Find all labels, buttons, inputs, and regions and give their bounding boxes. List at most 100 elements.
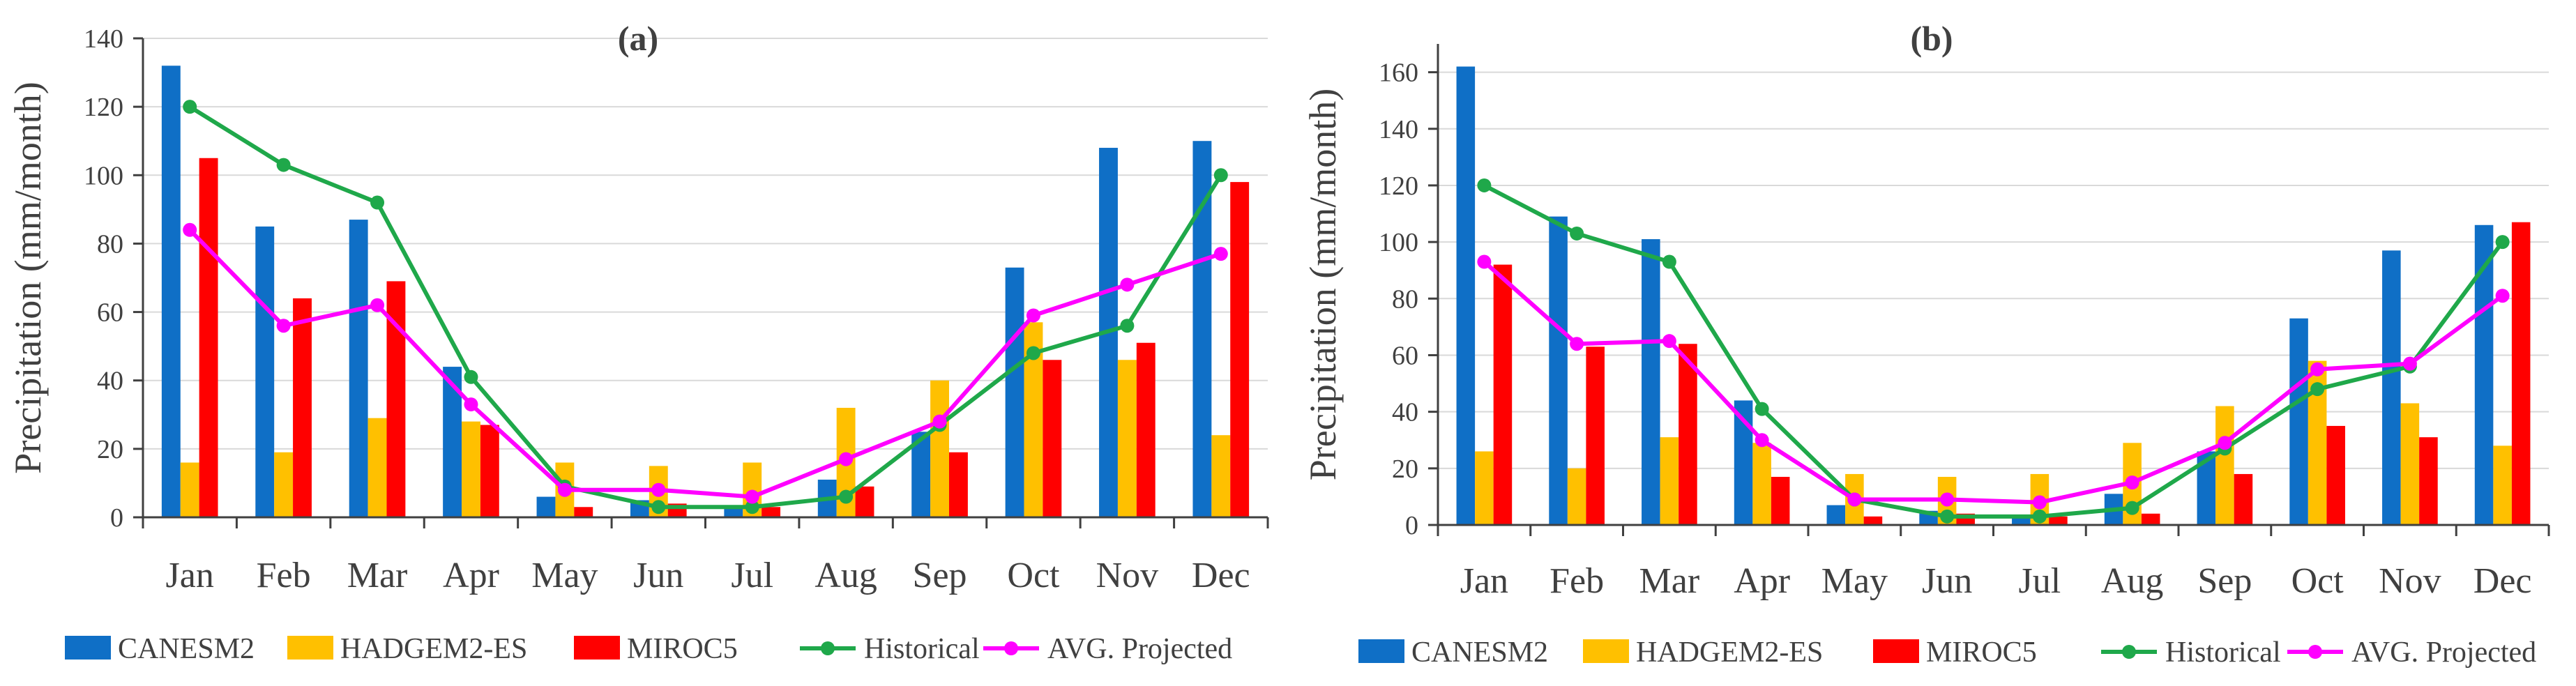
- bar-canesm2-jan: [1456, 66, 1476, 526]
- marker-historical-dec: [2495, 235, 2510, 250]
- x-tick-label: Sep: [2197, 561, 2252, 601]
- bar-miroc5-aug: [2141, 513, 2160, 525]
- x-tick-label: Dec: [1192, 556, 1250, 595]
- bar-canesm2-may: [1826, 505, 1846, 525]
- y-tick-label: 20: [1392, 455, 1418, 484]
- bar-hadgem2-es-sep: [2215, 406, 2234, 525]
- x-tick-label: Mar: [347, 556, 408, 595]
- bar-miroc5-mar: [1679, 344, 1697, 525]
- legend-marker: [821, 641, 835, 655]
- legend-label: CANESM2: [118, 633, 255, 665]
- legend-label: MIROC5: [627, 633, 738, 665]
- bar-hadgem2-es-sep: [930, 380, 949, 517]
- line-historical: [188, 105, 1223, 510]
- y-tick-label: 0: [110, 503, 123, 533]
- bar-canesm2-mar: [1642, 239, 1660, 525]
- marker-historical-mar: [370, 195, 385, 210]
- y-tick-label: 140: [84, 24, 123, 54]
- bar-miroc5-nov: [1136, 342, 1156, 517]
- legend-swatch: [1358, 639, 1404, 663]
- x-tick-label: Jun: [1922, 561, 1972, 601]
- x-tick-label: Jul: [731, 556, 773, 595]
- marker-avg-projected-nov: [2402, 356, 2417, 371]
- marker-avg-projected-may: [557, 482, 572, 497]
- x-tick-label: Jan: [1460, 561, 1508, 601]
- marker-avg-projected-jul: [2032, 495, 2047, 510]
- marker-avg-projected-oct: [1026, 308, 1040, 323]
- y-tick-label: 80: [97, 229, 123, 259]
- marker-avg-projected-jan: [1477, 254, 1492, 269]
- bar-hadgem2-es-feb: [1567, 468, 1586, 525]
- y-tick-label: 60: [1392, 341, 1418, 370]
- x-tick-label: May: [1821, 561, 1888, 601]
- y-tick-label: 100: [1379, 228, 1418, 257]
- y-tick-label: 140: [1379, 115, 1418, 144]
- bar-miroc5-sep: [2234, 473, 2253, 525]
- marker-avg-projected-dec: [2495, 289, 2510, 303]
- legend-label: AVG. Projected: [2351, 637, 2536, 669]
- marker-avg-projected-dec: [1213, 247, 1228, 261]
- legend-label: HADGEM2-ES: [1636, 637, 1823, 669]
- bar-canesm2-jan: [161, 66, 181, 517]
- marker-historical-jul: [2032, 509, 2047, 524]
- y-tick-label: 120: [84, 93, 123, 122]
- line-avg-projected: [188, 228, 1222, 499]
- x-tick-label: Nov: [1096, 556, 1159, 595]
- marker-avg-projected-sep: [2218, 436, 2232, 450]
- marker-avg-projected-jun: [1940, 492, 1955, 507]
- line-historical: [1483, 183, 2505, 519]
- marker-avg-projected-jan: [183, 222, 197, 237]
- legend-marker: [2122, 645, 2136, 659]
- marker-avg-projected-aug: [2125, 475, 2139, 490]
- bar-hadgem2-es-nov: [1117, 360, 1137, 517]
- marker-avg-projected-feb: [1570, 337, 1584, 351]
- bar-miroc5-feb: [1586, 346, 1605, 525]
- y-tick-label: 100: [84, 161, 123, 190]
- marker-avg-projected-feb: [276, 319, 291, 333]
- x-tick-label: Mar: [1639, 561, 1700, 601]
- x-tick-label: Apr: [1734, 561, 1790, 601]
- marker-avg-projected-oct: [2310, 362, 2325, 376]
- bar-miroc5-oct: [1043, 360, 1062, 517]
- bar-miroc5-feb: [293, 298, 312, 517]
- chart-panel-b: 0 20 40 60 80 100 120 140 160 Jan Feb Mar Apr May Jun J…: [1302, 19, 2550, 669]
- legend-swatch: [574, 636, 620, 660]
- bar-hadgem2-es-dec: [2493, 445, 2512, 525]
- chart-panel-a: 0 20 40 60 80 100 120 140 Jan Feb Mar Apr May Jun Jul A…: [7, 19, 1269, 665]
- x-tick-label: Oct: [2291, 561, 2344, 601]
- marker-historical-oct: [2310, 382, 2325, 397]
- bar-miroc5-jul: [762, 507, 781, 517]
- chart-title: (a): [618, 19, 658, 58]
- marker-historical-mar: [1662, 254, 1676, 269]
- line-avg-projected: [1483, 260, 2504, 505]
- bar-miroc5-aug: [855, 486, 874, 517]
- x-tick-label: Apr: [443, 556, 499, 595]
- y-tick-label: 60: [97, 298, 123, 328]
- bar-hadgem2-es-nov: [2400, 403, 2420, 525]
- legend-label: HADGEM2-ES: [340, 633, 527, 665]
- x-tick-label: Aug: [2101, 561, 2164, 601]
- marker-avg-projected-mar: [1662, 334, 1676, 349]
- bar-hadgem2-es-jan: [1475, 451, 1494, 525]
- bar-canesm2-feb: [255, 226, 275, 517]
- bar-canesm2-may: [536, 496, 556, 517]
- marker-historical-jan: [183, 100, 197, 114]
- y-tick-label: 120: [1379, 172, 1418, 201]
- y-tick-label: 20: [97, 435, 123, 464]
- marker-avg-projected-apr: [464, 397, 478, 412]
- x-tick-label: Aug: [815, 556, 877, 595]
- marker-historical-feb: [1570, 226, 1584, 241]
- legend-swatch: [287, 636, 333, 660]
- marker-historical-dec: [1213, 168, 1228, 183]
- legend-marker: [2308, 645, 2322, 659]
- marker-historical-apr: [464, 369, 478, 384]
- marker-avg-projected-mar: [370, 298, 385, 312]
- legend-label: CANESM2: [1411, 637, 1548, 669]
- x-tick-label: Oct: [1007, 556, 1060, 595]
- bar-miroc5-may: [574, 507, 593, 517]
- y-tick-label: 0: [1405, 511, 1418, 540]
- bar-canesm2-oct: [1005, 267, 1024, 517]
- marker-historical-jul: [745, 500, 759, 514]
- x-tick-label: Jan: [166, 556, 214, 595]
